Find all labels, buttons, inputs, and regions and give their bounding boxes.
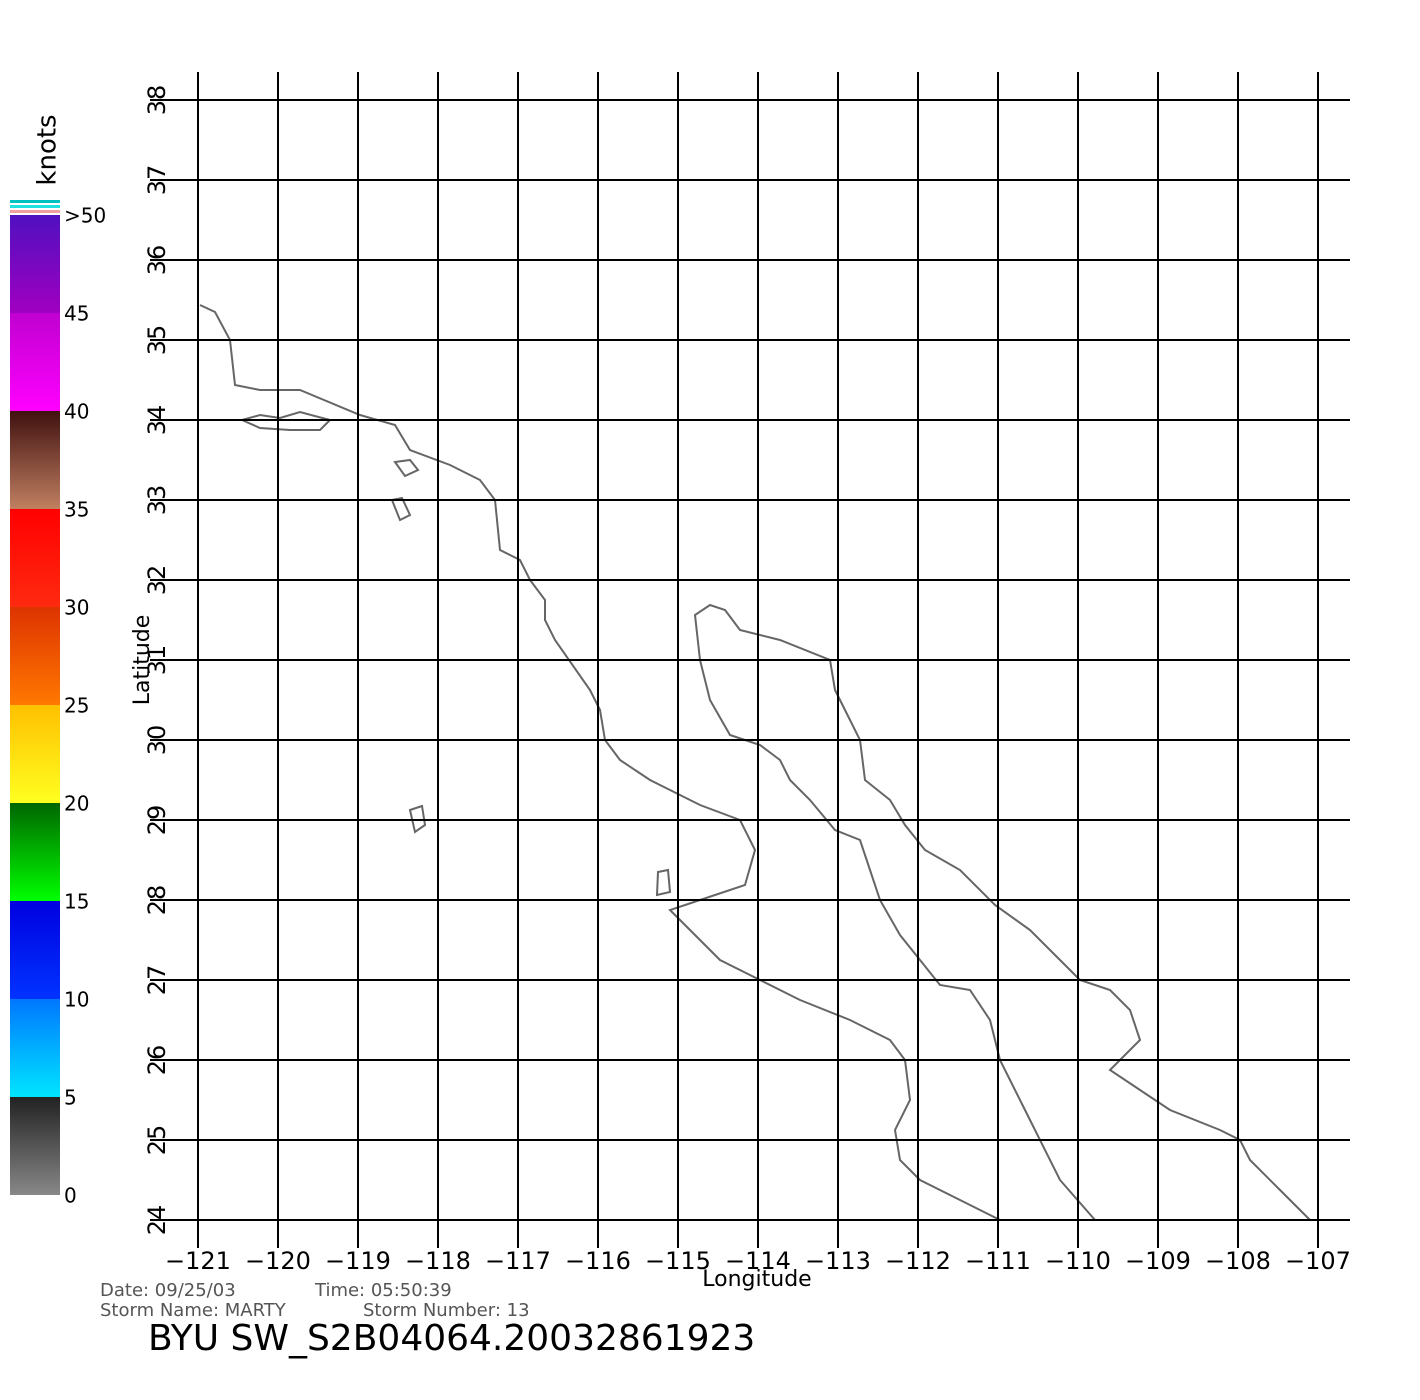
- x-tick-label: −121: [165, 1247, 231, 1275]
- y-tick-label: 34: [143, 405, 171, 436]
- island: [393, 458, 420, 478]
- x-tick-label: −113: [805, 1247, 871, 1275]
- colorbar-segment: [10, 705, 60, 803]
- x-tick-label: −111: [965, 1247, 1031, 1275]
- footer-file: BYU SW_S2B04064.20032861923: [148, 1318, 755, 1359]
- footer-storm-number: Storm Number: 13: [363, 1300, 530, 1321]
- island: [390, 496, 412, 522]
- y-tick-label: 38: [143, 85, 171, 116]
- y-tick-label: 26: [143, 1045, 171, 1076]
- y-tick-label: 30: [143, 725, 171, 756]
- y-tick-label: 29: [143, 805, 171, 836]
- y-tick-label: 36: [143, 245, 171, 276]
- y-tick-label: 25: [143, 1125, 171, 1156]
- colorbar-segment: [10, 901, 60, 999]
- colorbar-tick-label: 25: [64, 694, 89, 718]
- footer-storm-name: Storm Name: MARTY: [100, 1300, 287, 1321]
- colorbar-segment: [10, 803, 60, 901]
- y-tick-label: 31: [143, 645, 171, 676]
- x-tick-label: −112: [885, 1247, 951, 1275]
- x-tick-label: −116: [565, 1247, 631, 1275]
- colorbar-tick-label: 0: [64, 1184, 77, 1208]
- colorbar-segment: [10, 215, 60, 313]
- x-tick-label: −120: [245, 1247, 311, 1275]
- coastline: [199, 304, 1311, 1221]
- y-tick-label: 37: [143, 165, 171, 196]
- colorbar-segment: [10, 411, 60, 509]
- colorbar-segment: [10, 999, 60, 1097]
- y-tick-label: 24: [143, 1205, 171, 1236]
- colorbar-cap: [10, 205, 60, 208]
- colorbar-tick-label: 5: [64, 1086, 77, 1110]
- x-tick-label: −114: [725, 1247, 791, 1275]
- x-tick-label: −115: [645, 1247, 711, 1275]
- colorbar-tick-label: 35: [64, 498, 89, 522]
- footer-date: Date: 09/25/03: [100, 1280, 236, 1301]
- colorbar-tick-label: 20: [64, 792, 89, 816]
- island: [408, 804, 427, 834]
- x-tick-label: −119: [325, 1247, 391, 1275]
- x-axis-label: Longitude: [702, 1267, 811, 1292]
- colorbar-tick-label: 15: [64, 890, 89, 914]
- coast-mainland: [199, 304, 1001, 1221]
- coast-gulf: [693, 603, 1311, 1221]
- colorbar-title: knots: [33, 114, 63, 185]
- x-tick-label: −118: [405, 1247, 471, 1275]
- colorbar-tick-label: 30: [64, 596, 89, 620]
- colorbar-segment: [10, 509, 60, 607]
- colorbar-segment: [10, 1097, 60, 1195]
- colorbar-cap: [10, 210, 60, 213]
- y-tick-label: 33: [143, 485, 171, 516]
- y-tick-label: 28: [143, 885, 171, 916]
- x-tick-label: −107: [1285, 1247, 1351, 1275]
- x-tick-label: −117: [485, 1247, 551, 1275]
- y-tick-label: 35: [143, 325, 171, 356]
- colorbar-cap: [10, 200, 60, 203]
- colorbar-segment: [10, 607, 60, 705]
- y-tick-label: 27: [143, 965, 171, 996]
- x-tick-label: −109: [1125, 1247, 1191, 1275]
- footer-time: Time: 05:50:39: [314, 1280, 452, 1301]
- x-tick-label: −108: [1205, 1247, 1271, 1275]
- colorbar-tick-label: 40: [64, 400, 89, 424]
- colorbar-tick-label: 10: [64, 988, 89, 1012]
- grid: [150, 72, 1350, 1248]
- colorbar-tick-label: >50: [64, 204, 106, 228]
- x-tick-label: −110: [1045, 1247, 1111, 1275]
- island: [655, 868, 672, 897]
- y-tick-label: 32: [143, 565, 171, 596]
- colorbar-segment: [10, 313, 60, 411]
- colorbar-tick-label: 45: [64, 302, 89, 326]
- colorbar: knots 0 5 10 15 20 25 30 35 40 45 >50: [10, 114, 106, 1208]
